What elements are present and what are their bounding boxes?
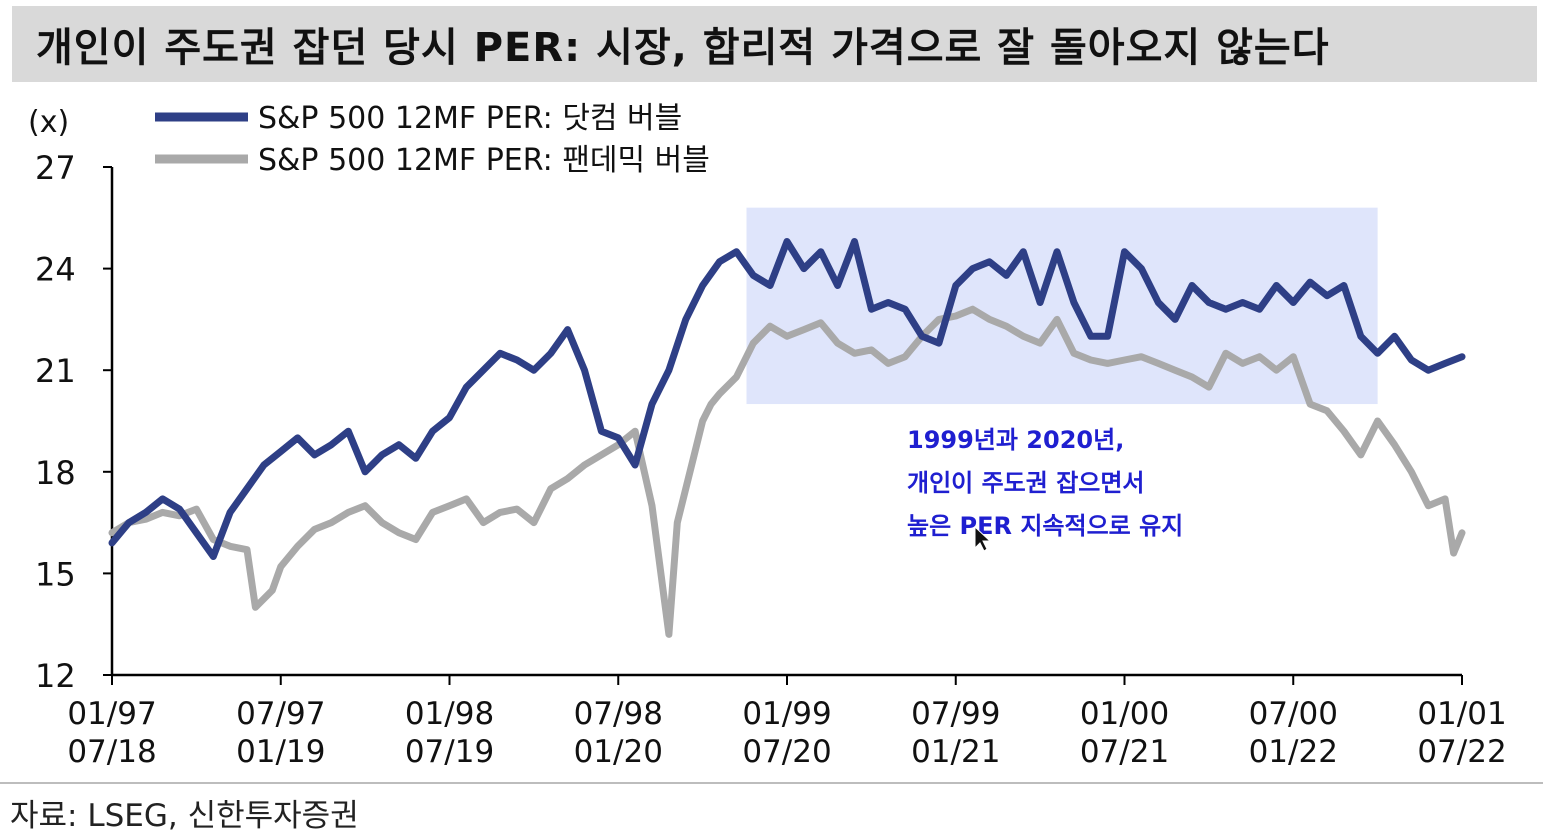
x-tick-label-top: 07/00 [1249, 696, 1338, 732]
x-tick-label-bottom: 01/21 [911, 734, 1000, 770]
mouse-cursor-icon [974, 525, 992, 552]
x-tick-label-bottom: 01/19 [236, 734, 325, 770]
x-tick-label-bottom: 07/18 [67, 734, 156, 770]
x-tick-label-bottom: 07/19 [405, 734, 494, 770]
x-tick-label-top: 01/01 [1417, 696, 1506, 732]
y-tick-label: 24 [35, 251, 76, 289]
y-tick-label: 27 [35, 149, 76, 187]
series-dotcom-line [108, 238, 1466, 560]
y-tick-label: 12 [35, 657, 76, 695]
annotation-line: 1999년과 2020년, [907, 426, 1124, 454]
x-tick-label-top: 01/99 [742, 696, 831, 732]
x-tick-label-top: 01/00 [1080, 696, 1169, 732]
annotation-line: 높은 PER 지속적으로 유지 [907, 512, 1183, 540]
y-axis-unit: (x) [28, 105, 69, 140]
source-note: 자료: LSEG, 신한투자증권 [10, 798, 359, 834]
x-tick-label-bottom: 07/20 [742, 734, 831, 770]
x-tick-label-top: 07/99 [911, 696, 1000, 732]
x-tick-label-top: 07/97 [236, 696, 325, 732]
title-bar [12, 6, 1537, 82]
x-tick-label-bottom: 01/22 [1249, 734, 1338, 770]
page-title: 개인이 주도권 잡던 당시 PER: 시장, 합리적 가격으로 잘 돌아오지 않… [36, 25, 1330, 71]
x-tick-label-top: 01/97 [67, 696, 156, 732]
y-tick-label: 21 [35, 352, 76, 390]
x-tick-label-top: 07/98 [574, 696, 663, 732]
series-pandemic-line [108, 305, 1466, 638]
y-tick-label: 15 [35, 555, 76, 593]
x-tick-label-bottom: 01/20 [574, 734, 663, 770]
source-divider [0, 782, 1543, 784]
highlight-region [746, 207, 1378, 405]
legend-label-dotcom: S&P 500 12MF PER: 닷컴 버블 [258, 101, 682, 136]
legend-label-pandemic: S&P 500 12MF PER: 팬데믹 버블 [258, 143, 710, 178]
x-tick-label-bottom: 07/22 [1417, 734, 1506, 770]
x-tick-label-top: 01/98 [405, 696, 494, 732]
x-tick-label-bottom: 07/21 [1080, 734, 1169, 770]
y-tick-label: 18 [35, 454, 76, 492]
annotation-line: 개인이 주도권 잡으면서 [907, 469, 1145, 497]
